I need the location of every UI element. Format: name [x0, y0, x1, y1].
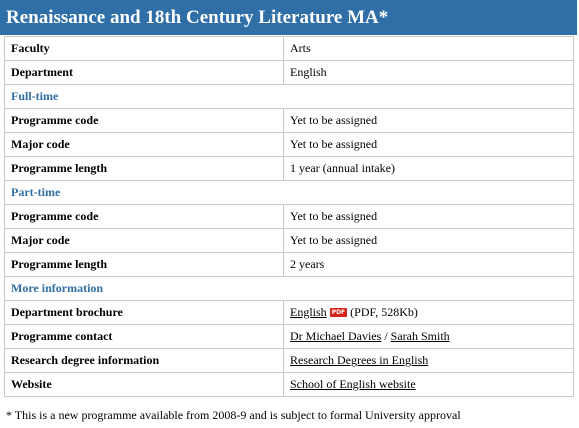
- table-row: Website School of English website: [4, 372, 574, 397]
- row-value: Yet to be assigned: [283, 204, 574, 229]
- section-header: Part-time: [4, 180, 574, 205]
- row-value: 2 years: [283, 252, 574, 277]
- row-label: Faculty: [4, 36, 284, 61]
- row-label: Programme length: [4, 252, 284, 277]
- link[interactable]: School of English website: [290, 377, 416, 391]
- table-row: Department brochure English PDF (PDF, 528Kb…: [4, 300, 574, 325]
- table-row: Faculty Arts: [4, 36, 574, 61]
- value-text: Yet to be assigned: [290, 209, 378, 223]
- row-label: Website: [4, 372, 284, 397]
- pdf-icon: PDF: [329, 308, 348, 317]
- table-row: Programme code Yet to be assigned: [4, 108, 574, 133]
- footnote: * This is a new programme available from…: [6, 408, 461, 422]
- row-label: Major code: [4, 228, 284, 253]
- table-row: Research degree information Research Degr…: [4, 348, 574, 373]
- value-text: Yet to be assigned: [290, 233, 378, 247]
- row-value: Dr Michael Davies / Sarah Smith: [283, 324, 574, 349]
- row-value: Yet to be assigned: [283, 108, 574, 133]
- row-label: Programme length: [4, 156, 284, 181]
- value-text: (PDF, 528Kb): [350, 305, 418, 319]
- row-label: Programme code: [4, 108, 284, 133]
- value-text: 1 year (annual intake): [290, 161, 395, 175]
- value-text: Arts: [290, 41, 311, 55]
- row-label: Programme contact: [4, 324, 284, 349]
- row-label: Research degree information: [4, 348, 284, 373]
- link[interactable]: Research Degrees in English: [290, 353, 429, 367]
- table-row: Programme contact Dr Michael Davies / Sarah…: [4, 324, 574, 349]
- row-value: School of English website: [283, 372, 574, 397]
- value-text: /: [384, 329, 388, 343]
- row-label: Programme code: [4, 204, 284, 229]
- row-value: English: [283, 60, 574, 85]
- row-value: Research Degrees in English: [283, 348, 574, 373]
- row-label: Department: [4, 60, 284, 85]
- row-label: Department brochure: [4, 300, 284, 325]
- page-title: Renaissance and 18th Century Literature …: [0, 0, 577, 35]
- row-label: Major code: [4, 132, 284, 157]
- link[interactable]: English: [290, 305, 327, 319]
- row-value: English PDF (PDF, 528Kb): [283, 300, 574, 325]
- table-row: Programme length 2 years: [4, 252, 574, 277]
- section-header: Full-time: [4, 84, 574, 109]
- value-text: Yet to be assigned: [290, 113, 378, 127]
- row-value: Yet to be assigned: [283, 132, 574, 157]
- table-row: Department English: [4, 60, 574, 85]
- value-text: Yet to be assigned: [290, 137, 378, 151]
- info-table: Faculty Arts Department English Full-time Pro…: [4, 36, 574, 397]
- table-row: Part-time: [4, 180, 574, 205]
- table-row: Programme code Yet to be assigned: [4, 204, 574, 229]
- table-row: Major code Yet to be assigned: [4, 228, 574, 253]
- row-value: Arts: [283, 36, 574, 61]
- link[interactable]: Sarah Smith: [390, 329, 450, 343]
- value-text: 2 years: [290, 257, 325, 271]
- value-text: English: [290, 65, 327, 79]
- link[interactable]: Dr Michael Davies: [290, 329, 382, 343]
- table-row: More information: [4, 276, 574, 301]
- table-row: Full-time: [4, 84, 574, 109]
- table-row: Major code Yet to be assigned: [4, 132, 574, 157]
- table-row: Programme length 1 year (annual intake): [4, 156, 574, 181]
- row-value: 1 year (annual intake): [283, 156, 574, 181]
- section-header: More information: [4, 276, 574, 301]
- row-value: Yet to be assigned: [283, 228, 574, 253]
